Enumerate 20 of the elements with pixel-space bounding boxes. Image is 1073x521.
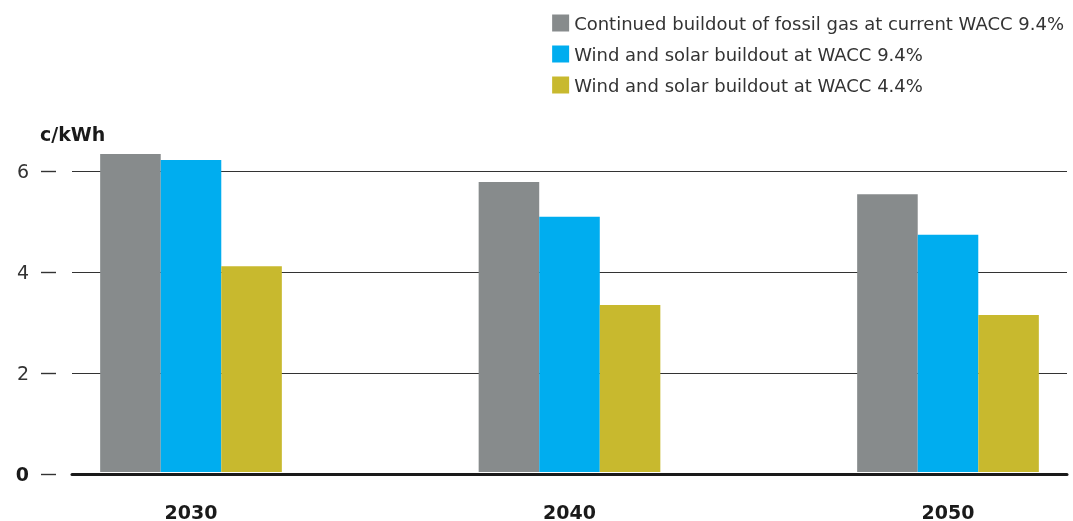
bar	[160, 160, 222, 472]
bar	[539, 216, 600, 472]
bar	[857, 194, 918, 472]
x-tick-label: 2050	[921, 500, 975, 521]
legend-label: Continued buildout of fossil gas at current WACC 9.4%	[574, 12, 1065, 34]
y-tick-label: 2	[16, 362, 29, 385]
y-axis-title: c/kWh	[40, 122, 106, 145]
legend-label: Wind and solar buildout at WACC 9.4%	[574, 43, 923, 65]
bar	[100, 154, 161, 472]
y-tick-label: 4	[16, 261, 29, 284]
y-tick-label: 6	[16, 160, 29, 183]
x-tick-label: 2040	[543, 500, 596, 521]
bar	[978, 315, 1039, 472]
x-tick-label: 2030	[164, 500, 218, 521]
bar	[599, 304, 661, 472]
bar	[917, 234, 979, 472]
legend-label: Wind and solar buildout at WACC 4.4%	[574, 74, 923, 96]
y-tick-label: 0	[15, 463, 29, 485]
bar	[478, 182, 540, 472]
bar	[221, 266, 282, 472]
